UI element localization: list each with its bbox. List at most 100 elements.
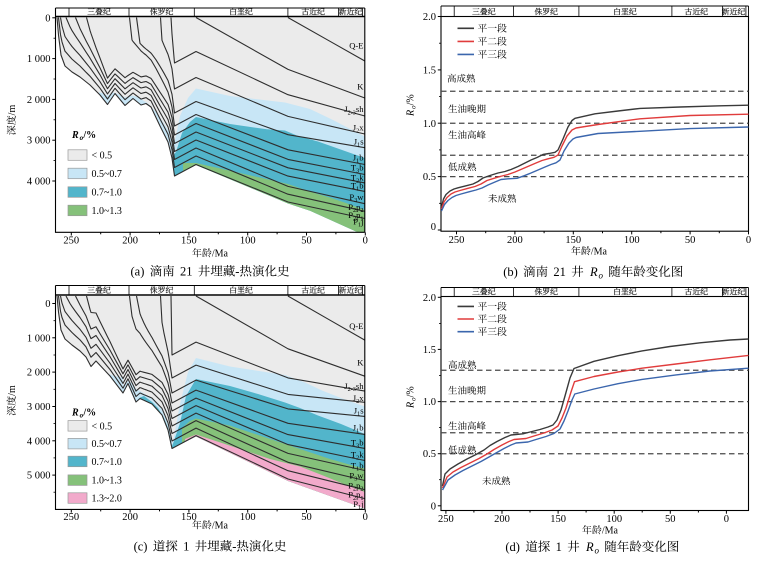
svg-text:100: 100 xyxy=(240,236,256,247)
svg-text:J: J xyxy=(353,122,357,132)
svg-text:/m: /m xyxy=(7,385,18,396)
svg-text:1: 1 xyxy=(356,466,359,473)
svg-text:1: 1 xyxy=(556,540,562,554)
svg-text:2: 2 xyxy=(353,486,356,493)
svg-text:2: 2 xyxy=(356,455,359,462)
svg-text:1: 1 xyxy=(356,158,359,165)
svg-text:0: 0 xyxy=(431,501,436,512)
svg-text:2-3: 2-3 xyxy=(348,386,356,393)
svg-text:2: 2 xyxy=(356,178,359,185)
svg-text:2: 2 xyxy=(353,215,356,222)
svg-text:-: - xyxy=(232,540,236,554)
svg-text:1.0: 1.0 xyxy=(423,397,436,408)
svg-text:5 000: 5 000 xyxy=(27,471,51,482)
svg-text:50: 50 xyxy=(665,514,676,525)
svg-text:T: T xyxy=(351,438,357,448)
svg-text:2 000: 2 000 xyxy=(27,368,51,379)
svg-text:1 000: 1 000 xyxy=(27,54,51,65)
svg-text:250: 250 xyxy=(438,514,454,525)
svg-text:200: 200 xyxy=(494,514,510,525)
svg-text:b: b xyxy=(359,181,363,191)
svg-text:p: p xyxy=(356,210,360,220)
svg-text:/%: /% xyxy=(406,94,417,105)
svg-text:3: 3 xyxy=(356,443,359,450)
svg-text:/m: /m xyxy=(7,105,18,116)
svg-text:P: P xyxy=(348,490,353,500)
svg-text:o: o xyxy=(410,105,418,109)
svg-text:(c): (c) xyxy=(134,540,148,554)
svg-text:0.5~0.7: 0.5~0.7 xyxy=(92,169,122,180)
svg-text:K: K xyxy=(357,358,364,368)
svg-text:T: T xyxy=(351,172,357,182)
svg-text:J: J xyxy=(353,152,357,162)
svg-text:21: 21 xyxy=(553,265,566,279)
svg-text:4 000: 4 000 xyxy=(27,436,51,447)
svg-text:J: J xyxy=(353,423,357,433)
svg-text:100: 100 xyxy=(240,512,256,523)
svg-text:< 0.5: < 0.5 xyxy=(92,421,113,432)
svg-text:o: o xyxy=(599,271,604,281)
svg-text:2: 2 xyxy=(356,128,359,135)
svg-text:1.0~1.3: 1.0~1.3 xyxy=(92,476,122,487)
svg-text:j: j xyxy=(360,499,363,509)
svg-text:b: b xyxy=(359,438,363,448)
svg-text:T: T xyxy=(351,181,357,191)
svg-text:b: b xyxy=(359,163,363,173)
svg-text:2: 2 xyxy=(353,495,356,502)
svg-text:1: 1 xyxy=(358,504,361,511)
svg-text:250: 250 xyxy=(449,235,465,246)
svg-text:200: 200 xyxy=(507,235,523,246)
svg-text:1 000: 1 000 xyxy=(27,333,51,344)
svg-text:T: T xyxy=(351,460,357,470)
svg-text:P: P xyxy=(349,192,354,202)
svg-text:K: K xyxy=(357,82,364,92)
svg-text:R: R xyxy=(406,110,417,117)
svg-text:0.5: 0.5 xyxy=(423,172,436,183)
svg-text:P: P xyxy=(353,217,358,227)
svg-text:-: - xyxy=(235,265,239,279)
svg-text:3: 3 xyxy=(354,197,357,204)
svg-text:0: 0 xyxy=(746,235,751,246)
svg-text:1: 1 xyxy=(183,540,189,554)
svg-text:P: P xyxy=(348,202,353,212)
svg-text:1: 1 xyxy=(356,428,359,435)
svg-text:2: 2 xyxy=(360,207,363,214)
svg-text:P: P xyxy=(348,480,353,490)
svg-text:50: 50 xyxy=(301,236,312,247)
svg-text:150: 150 xyxy=(181,512,197,523)
svg-text:b: b xyxy=(359,423,363,433)
svg-text:R: R xyxy=(589,265,598,279)
svg-text:/Ma: /Ma xyxy=(212,249,229,260)
svg-text:p: p xyxy=(356,202,360,212)
svg-text:21: 21 xyxy=(180,265,193,279)
svg-text:o: o xyxy=(595,546,600,556)
svg-text:1.5: 1.5 xyxy=(423,345,436,356)
svg-text:p: p xyxy=(356,480,360,490)
svg-text:1.5: 1.5 xyxy=(423,65,436,76)
svg-text:o: o xyxy=(80,412,84,420)
svg-text:0.5: 0.5 xyxy=(423,449,436,460)
svg-text:3 000: 3 000 xyxy=(27,402,51,413)
svg-text:p: p xyxy=(356,490,360,500)
svg-text:1: 1 xyxy=(357,411,360,418)
svg-text:o: o xyxy=(410,397,418,401)
svg-text:/%: /% xyxy=(406,386,417,397)
svg-text:/Ma: /Ma xyxy=(212,521,229,532)
svg-text:s: s xyxy=(360,406,364,416)
svg-text:150: 150 xyxy=(550,514,566,525)
svg-text:/Ma: /Ma xyxy=(602,526,619,537)
svg-text:P: P xyxy=(349,470,354,480)
svg-text:1: 1 xyxy=(360,495,363,502)
svg-text:0.7~1.0: 0.7~1.0 xyxy=(92,457,122,468)
svg-text:2 000: 2 000 xyxy=(27,95,51,106)
svg-text:2.0: 2.0 xyxy=(423,293,436,304)
svg-text:1.0~1.3: 1.0~1.3 xyxy=(92,206,122,217)
svg-text:P: P xyxy=(348,210,353,220)
svg-text:3 000: 3 000 xyxy=(27,136,51,147)
svg-text:2.0: 2.0 xyxy=(423,12,436,23)
svg-text:/%: /% xyxy=(82,130,96,141)
svg-text:w: w xyxy=(357,192,364,202)
svg-text:0.5~0.7: 0.5~0.7 xyxy=(92,439,122,450)
svg-text:k: k xyxy=(359,450,364,460)
svg-text:R: R xyxy=(406,402,417,409)
